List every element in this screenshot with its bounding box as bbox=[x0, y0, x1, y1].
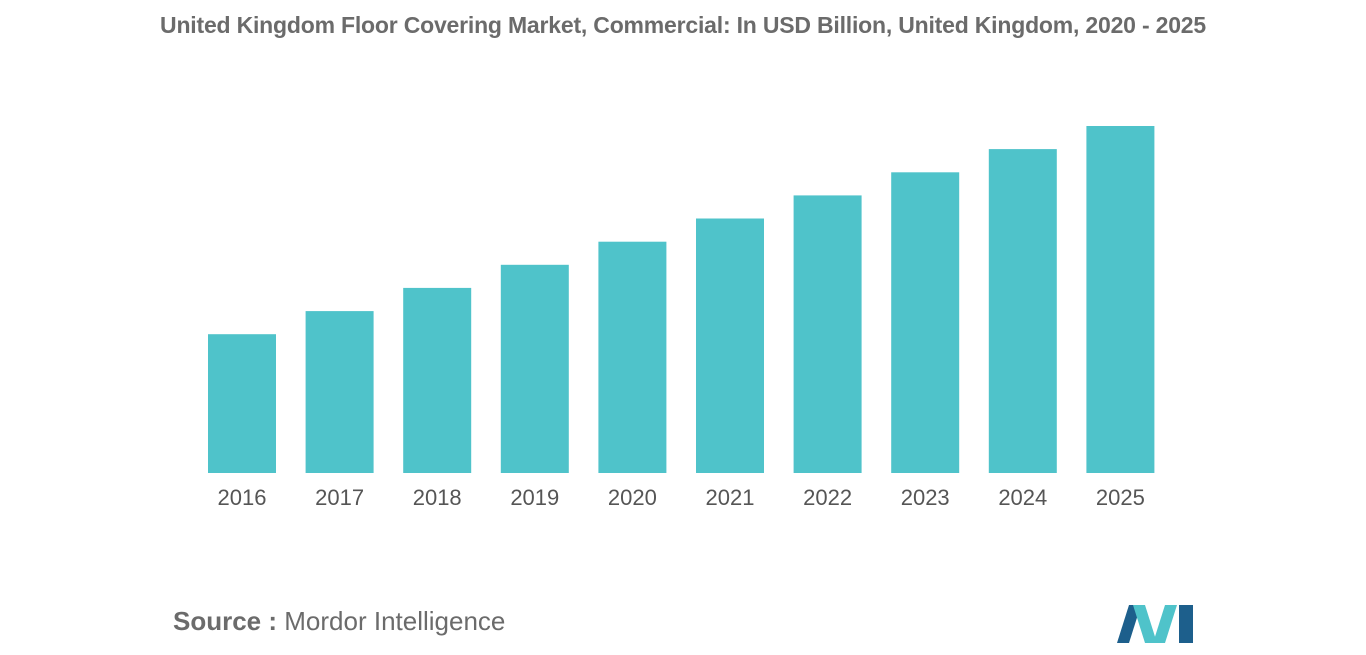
x-tick-label-2020: 2020 bbox=[608, 485, 657, 510]
x-tick-label-2018: 2018 bbox=[413, 485, 462, 510]
bar-2022 bbox=[793, 195, 862, 473]
bar-2024 bbox=[988, 149, 1057, 473]
bar-2018 bbox=[403, 287, 472, 473]
bar-2021 bbox=[696, 218, 764, 473]
bar-2019 bbox=[500, 264, 569, 473]
bar-chart: 2016 2017 2018 2019 2020 2021 2022 2023 2024 2025 bbox=[208, 126, 1155, 510]
bar-2020 bbox=[598, 241, 667, 473]
x-tick-label-2021: 2021 bbox=[706, 485, 755, 510]
x-tick-label-2017: 2017 bbox=[315, 485, 364, 510]
x-tick-label-2024: 2024 bbox=[998, 485, 1047, 510]
bar-2025 bbox=[1086, 126, 1155, 473]
x-tick-label-2022: 2022 bbox=[803, 485, 852, 510]
source-label: Source : bbox=[173, 606, 278, 636]
bar-2016 bbox=[208, 334, 276, 473]
bar-2017 bbox=[305, 311, 374, 473]
chart-title: United Kingdom Floor Covering Market, Co… bbox=[160, 12, 1206, 38]
mordor-intelligence-logo-icon bbox=[1117, 605, 1193, 643]
source-text: Mordor Intelligence bbox=[284, 606, 506, 636]
x-tick-label-2025: 2025 bbox=[1096, 485, 1145, 510]
x-tick-label-2023: 2023 bbox=[901, 485, 950, 510]
source-note: Source : Mordor Intelligence bbox=[173, 606, 505, 637]
x-tick-label-2019: 2019 bbox=[510, 485, 559, 510]
bar-2023 bbox=[891, 172, 960, 474]
x-tick-label-2016: 2016 bbox=[218, 485, 267, 510]
